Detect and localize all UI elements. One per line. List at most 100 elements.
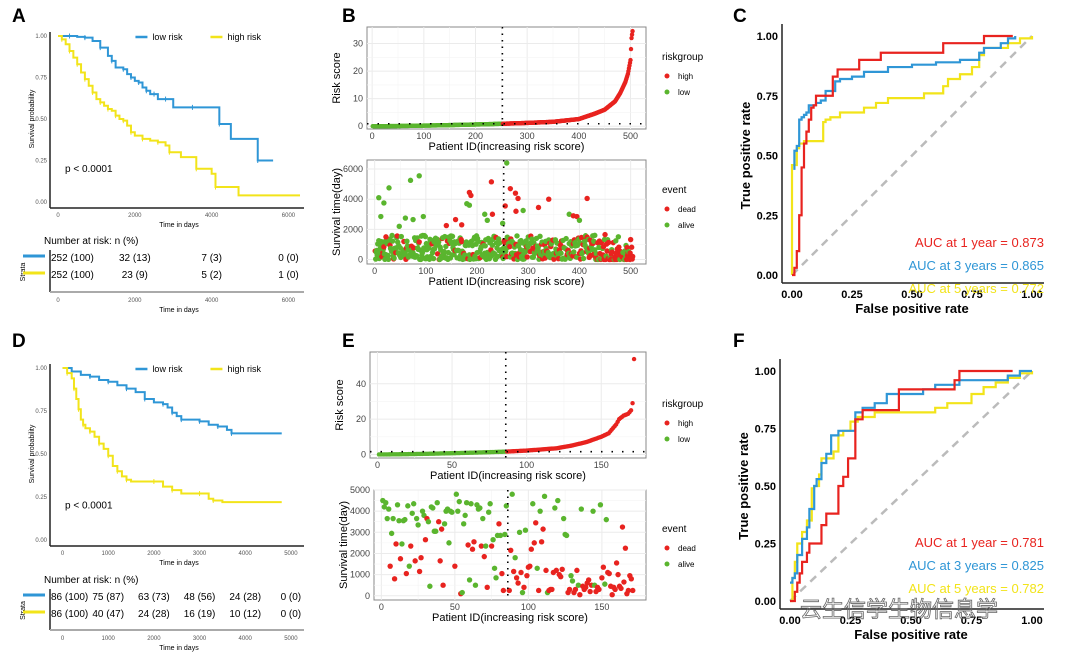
survival-point xyxy=(452,216,459,223)
x-tick-label: 100 xyxy=(418,266,433,276)
survival-point xyxy=(615,234,622,240)
survival-point xyxy=(520,207,526,214)
survival-point xyxy=(410,501,417,507)
risk-x-tick: 0 xyxy=(61,636,65,642)
x-tick-label: 150 xyxy=(594,460,609,470)
legend-dot xyxy=(664,73,670,79)
survival-point xyxy=(503,503,510,509)
y-tick-label: 0.50 xyxy=(35,117,47,123)
x-tick-label: 0 xyxy=(56,213,60,219)
survival-point xyxy=(449,233,456,240)
roc-curve xyxy=(792,34,1013,277)
survival-scatter-E2: 0 50 100 150 0 1000 2000 3000 4000 5000 Patient ID… xyxy=(338,485,696,624)
survival-point xyxy=(541,493,548,500)
survival-point xyxy=(546,196,552,202)
x-tick-label: 0.75 xyxy=(961,615,982,627)
survival-point xyxy=(590,508,596,514)
survival-point xyxy=(502,531,508,538)
survival-point xyxy=(397,556,404,562)
y-tick-label: 0.25 xyxy=(755,539,776,551)
survival-point xyxy=(402,516,408,523)
x-tick-label: 100 xyxy=(416,131,431,141)
survival-point xyxy=(622,545,629,551)
survival-point xyxy=(410,245,417,251)
y-tick-label: 1.00 xyxy=(755,366,776,378)
y-axis-title: Survival time(day) xyxy=(331,168,343,256)
survival-point xyxy=(406,563,412,569)
y-tick-label: 0.25 xyxy=(35,495,47,501)
survival-point xyxy=(440,582,446,588)
legend-label: high risk xyxy=(227,364,261,374)
survival-point xyxy=(613,238,619,244)
x-tick-label: 3000 xyxy=(193,551,207,557)
survival-point xyxy=(534,565,540,571)
legend-label: high xyxy=(678,72,693,81)
risk-cell: 40 (47) xyxy=(92,609,124,620)
survival-point xyxy=(603,516,610,523)
survival-point xyxy=(533,520,539,526)
survival-point xyxy=(518,569,524,576)
survival-point xyxy=(578,506,585,512)
survival-point xyxy=(484,584,490,591)
survival-point xyxy=(627,236,634,243)
x-tick-label: 2000 xyxy=(128,213,142,219)
plot-frame xyxy=(366,26,647,130)
risk-cell: 86 (100) xyxy=(51,609,88,620)
legend-label: alive xyxy=(678,560,695,569)
survival-point xyxy=(393,541,399,547)
survival-point xyxy=(566,211,572,217)
risk-x-tick: 5000 xyxy=(284,636,298,642)
x-tick-label: 300 xyxy=(520,131,535,141)
y-tick-label: 20 xyxy=(353,66,363,76)
survival-point xyxy=(388,530,395,537)
survival-point xyxy=(531,540,537,546)
survival-point xyxy=(435,239,442,245)
survival-point xyxy=(560,515,567,522)
panel-letter-a: A xyxy=(12,6,26,27)
y-tick-label: 0.50 xyxy=(757,151,778,163)
legend-label: low xyxy=(678,435,690,444)
legend-label: dead xyxy=(678,544,696,553)
y-tick-label: 1.00 xyxy=(35,34,47,40)
risk-cell: 48 (56) xyxy=(184,592,216,603)
risk-x-tick: 6000 xyxy=(282,298,296,304)
survival-point xyxy=(430,505,436,511)
risk-cell: 63 (73) xyxy=(138,592,170,603)
survival-point xyxy=(477,505,483,511)
survival-point xyxy=(482,211,488,217)
survival-point xyxy=(597,502,604,508)
km-curve-high-risk xyxy=(62,367,282,504)
y-axis-title: Survival probability xyxy=(29,89,36,148)
auc-label: AUC at 1 year = 0.873 xyxy=(915,235,1044,250)
x-axis-title: Time in days xyxy=(159,560,199,567)
survival-point xyxy=(386,185,392,191)
survival-point xyxy=(478,543,485,549)
survival-point xyxy=(487,501,493,507)
survival-point xyxy=(615,571,621,578)
risk-x-tick: 1000 xyxy=(102,636,116,642)
legend-label: dead xyxy=(678,205,696,214)
y-axis-title: True positive rate xyxy=(738,102,753,210)
y-tick-label: 0.50 xyxy=(35,452,47,458)
survival-point xyxy=(530,501,536,507)
risk-x-tick: 4000 xyxy=(239,636,253,642)
survival-point xyxy=(437,558,443,564)
legend-dot xyxy=(664,436,670,442)
y-tick-label: 0.75 xyxy=(35,409,47,415)
risk-cell: 0 (0) xyxy=(281,609,302,620)
survival-point xyxy=(441,521,448,527)
legend-title: event xyxy=(662,185,687,196)
survival-point xyxy=(378,213,384,220)
survival-point xyxy=(427,583,433,589)
survival-point xyxy=(628,244,635,250)
survival-point xyxy=(499,570,505,577)
x-tick-label: 4000 xyxy=(239,551,253,557)
survival-point xyxy=(413,253,420,259)
x-tick-label: 1.00 xyxy=(1021,615,1042,627)
x-tick-label: 50 xyxy=(447,460,457,470)
survival-point xyxy=(409,510,415,516)
survival-point xyxy=(625,587,632,594)
p-value-annotation: p < 0.0001 xyxy=(65,164,113,175)
survival-point xyxy=(629,253,636,260)
risk-cell: 5 (2) xyxy=(201,270,222,281)
